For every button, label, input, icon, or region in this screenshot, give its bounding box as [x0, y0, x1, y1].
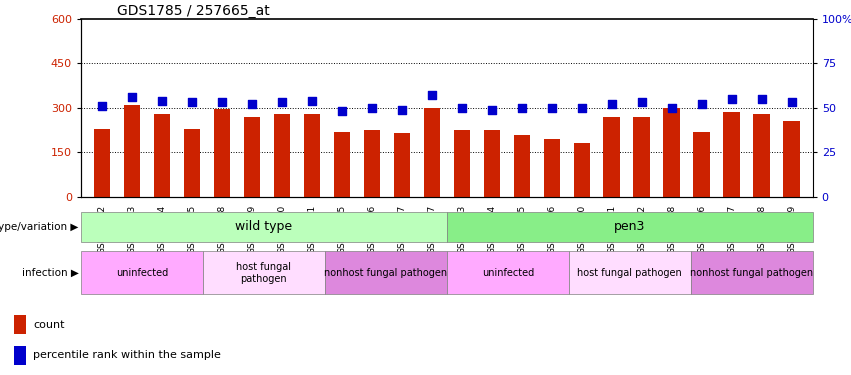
- Bar: [603, 117, 620, 197]
- Point: [695, 101, 709, 107]
- Point: [515, 105, 528, 111]
- Bar: [633, 117, 650, 197]
- Point: [575, 105, 589, 111]
- Text: GDS1785 / 257665_at: GDS1785 / 257665_at: [117, 4, 270, 18]
- Text: percentile rank within the sample: percentile rank within the sample: [33, 350, 221, 360]
- Bar: [544, 139, 560, 197]
- Bar: [363, 130, 380, 197]
- Text: uninfected: uninfected: [482, 268, 534, 278]
- Point: [605, 101, 619, 107]
- Bar: [304, 114, 320, 197]
- Text: host fungal
pathogen: host fungal pathogen: [237, 262, 291, 284]
- Bar: [694, 132, 710, 197]
- Text: genotype/variation ▶: genotype/variation ▶: [0, 222, 78, 232]
- Point: [455, 105, 469, 111]
- Text: nonhost fungal pathogen: nonhost fungal pathogen: [690, 268, 814, 278]
- Bar: [273, 114, 290, 197]
- Bar: [123, 105, 140, 197]
- Bar: [393, 133, 410, 197]
- Bar: [784, 121, 800, 197]
- Bar: [454, 130, 470, 197]
- Point: [215, 99, 229, 105]
- Point: [395, 106, 408, 112]
- Text: uninfected: uninfected: [116, 268, 168, 278]
- Point: [665, 105, 678, 111]
- Bar: [243, 117, 260, 197]
- Point: [425, 92, 438, 98]
- Point: [755, 96, 768, 102]
- Bar: [81, 251, 203, 294]
- Bar: [94, 129, 110, 197]
- Point: [545, 105, 558, 111]
- Point: [95, 103, 109, 109]
- Bar: [14, 315, 26, 334]
- Text: count: count: [33, 320, 65, 330]
- Bar: [483, 130, 500, 197]
- Bar: [153, 114, 170, 197]
- Bar: [664, 108, 680, 197]
- Bar: [203, 251, 325, 294]
- Point: [185, 99, 198, 105]
- Text: host fungal pathogen: host fungal pathogen: [577, 268, 683, 278]
- Bar: [723, 112, 740, 197]
- Text: nonhost fungal pathogen: nonhost fungal pathogen: [324, 268, 448, 278]
- Point: [785, 99, 798, 105]
- Bar: [424, 108, 440, 197]
- Bar: [81, 212, 447, 242]
- Point: [305, 98, 318, 104]
- Bar: [447, 251, 568, 294]
- Bar: [574, 144, 590, 197]
- Point: [335, 108, 349, 114]
- Bar: [691, 251, 813, 294]
- Bar: [184, 129, 200, 197]
- Text: pen3: pen3: [614, 220, 645, 233]
- Bar: [753, 114, 770, 197]
- Point: [365, 105, 379, 111]
- Text: infection ▶: infection ▶: [21, 268, 78, 278]
- Bar: [14, 346, 26, 365]
- Bar: [513, 135, 530, 197]
- Bar: [334, 132, 350, 197]
- Point: [485, 106, 499, 112]
- Point: [155, 98, 168, 104]
- Text: wild type: wild type: [235, 220, 293, 233]
- Point: [275, 99, 288, 105]
- Bar: [447, 212, 813, 242]
- Point: [725, 96, 739, 102]
- Point: [245, 101, 259, 107]
- Point: [635, 99, 648, 105]
- Bar: [214, 109, 230, 197]
- Bar: [568, 251, 691, 294]
- Point: [125, 94, 139, 100]
- Bar: [325, 251, 447, 294]
